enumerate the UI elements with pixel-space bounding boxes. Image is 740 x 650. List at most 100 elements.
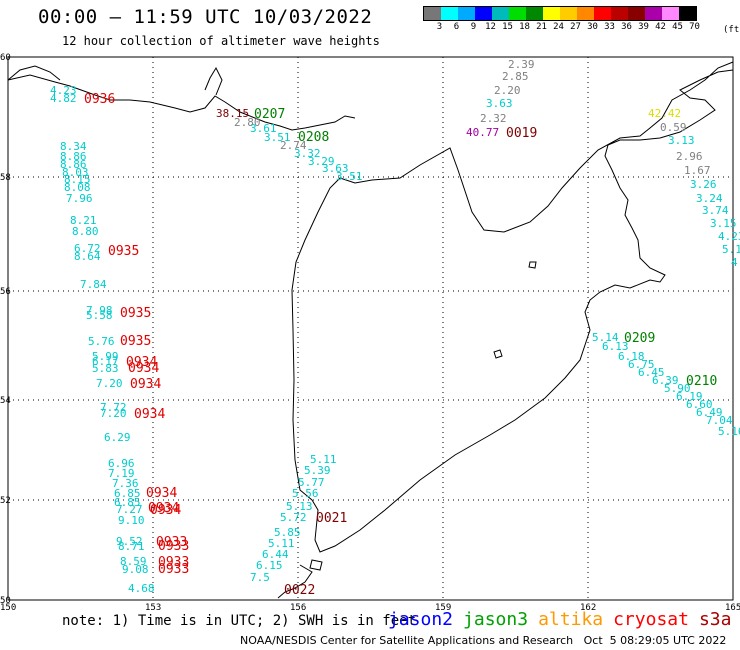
swh-label: 6.72: [74, 242, 101, 255]
swh-label: 8.86: [60, 150, 87, 163]
swh-label: 6.49: [696, 406, 723, 419]
swh-label: 7.36: [112, 477, 139, 490]
satellite-legend: jason2 jason3 altika cryosat s3a: [388, 609, 740, 630]
footer-credit: NOAA/NESDIS Center for Satellite Applica…: [240, 634, 727, 647]
swh-label: 5.72: [280, 511, 307, 524]
legend-swatch: [577, 7, 594, 20]
swh-label: 3.13: [668, 134, 695, 147]
legend-label: 12: [485, 22, 496, 32]
swh-label: 4.23: [50, 84, 77, 97]
lon-label: 150: [0, 603, 16, 613]
swh-label: 5.56: [292, 487, 319, 500]
legend-swatch: [628, 7, 645, 20]
swh-label: 4.68: [128, 582, 155, 595]
note-text: note: 1) Time is in UTC; 2) SWH is in fe…: [62, 613, 417, 629]
swh-label: 6.85: [114, 487, 141, 500]
swh-label: 6.19: [676, 390, 703, 403]
swh-labels: 4.234.822.392.852.203.632.3240.7738.152.…: [50, 58, 740, 595]
lat-label: 50: [0, 596, 11, 606]
pass-time-label: 0933: [158, 555, 189, 570]
kamchatka-coast: [291, 61, 734, 553]
lat-label: 52: [0, 496, 11, 506]
swh-label: 7.19: [108, 467, 135, 480]
swh-label: 8.03: [62, 166, 89, 179]
pass-time-label: 0934: [130, 377, 161, 392]
legend-label: 70: [689, 22, 700, 32]
swh-label: 6.45: [638, 366, 665, 379]
lon-label: 159: [435, 603, 451, 613]
pass-time-label: 0208: [298, 130, 329, 145]
swh-label: 7.84: [80, 278, 107, 291]
swh-label: 6.29: [104, 431, 131, 444]
legend-swatch: [645, 7, 662, 20]
swh-label: 7.20: [96, 377, 123, 390]
swh-label: 5.39: [304, 464, 331, 477]
swh-label: 3.51: [264, 131, 291, 144]
pass-time-label: 0934: [128, 361, 159, 376]
pass-time-label: 0207: [254, 107, 285, 122]
swh-label: 6.15: [256, 559, 283, 572]
swh-label: 4.82: [50, 92, 77, 105]
swh-label: 2.85: [502, 70, 529, 83]
map-grid: [8, 57, 733, 600]
swh-label: 3.63: [322, 162, 349, 175]
map-subtitle: 12 hour collection of altimeter wave hei…: [62, 34, 380, 48]
swh-label: 3.61: [250, 122, 277, 135]
swh-label: 8.15: [64, 173, 91, 186]
pass-time-label: 0209: [624, 331, 655, 346]
lat-label: 56: [0, 287, 11, 297]
legend-label: 21: [536, 22, 547, 32]
swh-label: 3.24: [696, 192, 723, 205]
satellite-label: jason3: [463, 609, 529, 630]
legend-label: 6: [453, 22, 460, 32]
island-b: [528, 261, 537, 269]
swh-label: 4.: [731, 256, 740, 269]
legend-unit: (ft): [723, 25, 740, 35]
pass-time-label: 0935: [108, 244, 139, 259]
island-d: [7, 65, 61, 81]
lat-label: 58: [0, 173, 11, 183]
island-c: [493, 349, 503, 359]
pass-time-label: 0934: [134, 407, 165, 422]
legend-swatch: [526, 7, 543, 20]
swh-label: 1.67: [684, 164, 711, 177]
lon-label: 165: [725, 603, 740, 613]
legend-swatch: [611, 7, 628, 20]
lon-label: 153: [145, 603, 161, 613]
swh-label: 3.63: [486, 97, 513, 110]
pass-time-label: 0934: [146, 486, 177, 501]
pass-time-label: 0934: [126, 355, 157, 370]
lon-label: 162: [580, 603, 596, 613]
swh-label: 3.26: [690, 178, 717, 191]
lon-label: 156: [290, 603, 306, 613]
swh-label: 2.32: [480, 112, 507, 125]
swh-label: 2.80: [234, 116, 261, 129]
legend-label: 15: [502, 22, 513, 32]
swh-label: 9.10: [118, 514, 145, 527]
swh-label: 7.5: [250, 571, 270, 584]
legend-swatches: [423, 6, 697, 21]
legend-label: 9: [470, 22, 477, 32]
legend-swatch: [475, 7, 492, 20]
legend-label: 18: [519, 22, 530, 32]
legend-swatch: [509, 7, 526, 20]
swh-label: 42.42: [648, 107, 681, 120]
legend-swatch: [441, 7, 458, 20]
satellite-label: s3a: [698, 609, 732, 630]
legend-swatch: [662, 7, 679, 20]
swh-label: 5.83: [92, 362, 119, 375]
swh-label: 6.44: [262, 548, 289, 561]
swh-label: 9.08: [122, 563, 149, 576]
swh-label: 5.58: [86, 309, 113, 322]
pass-time-label: 0935: [120, 306, 151, 321]
swh-label: 8.64: [74, 250, 101, 263]
lat-label: 60: [0, 53, 11, 63]
legend-label: 30: [587, 22, 598, 32]
swh-label: 4.23: [718, 230, 740, 243]
pass-time-label: 0935: [120, 334, 151, 349]
swh-label: 3.74: [702, 204, 729, 217]
legend-label: 36: [621, 22, 632, 32]
swh-label: 2.20: [494, 84, 521, 97]
